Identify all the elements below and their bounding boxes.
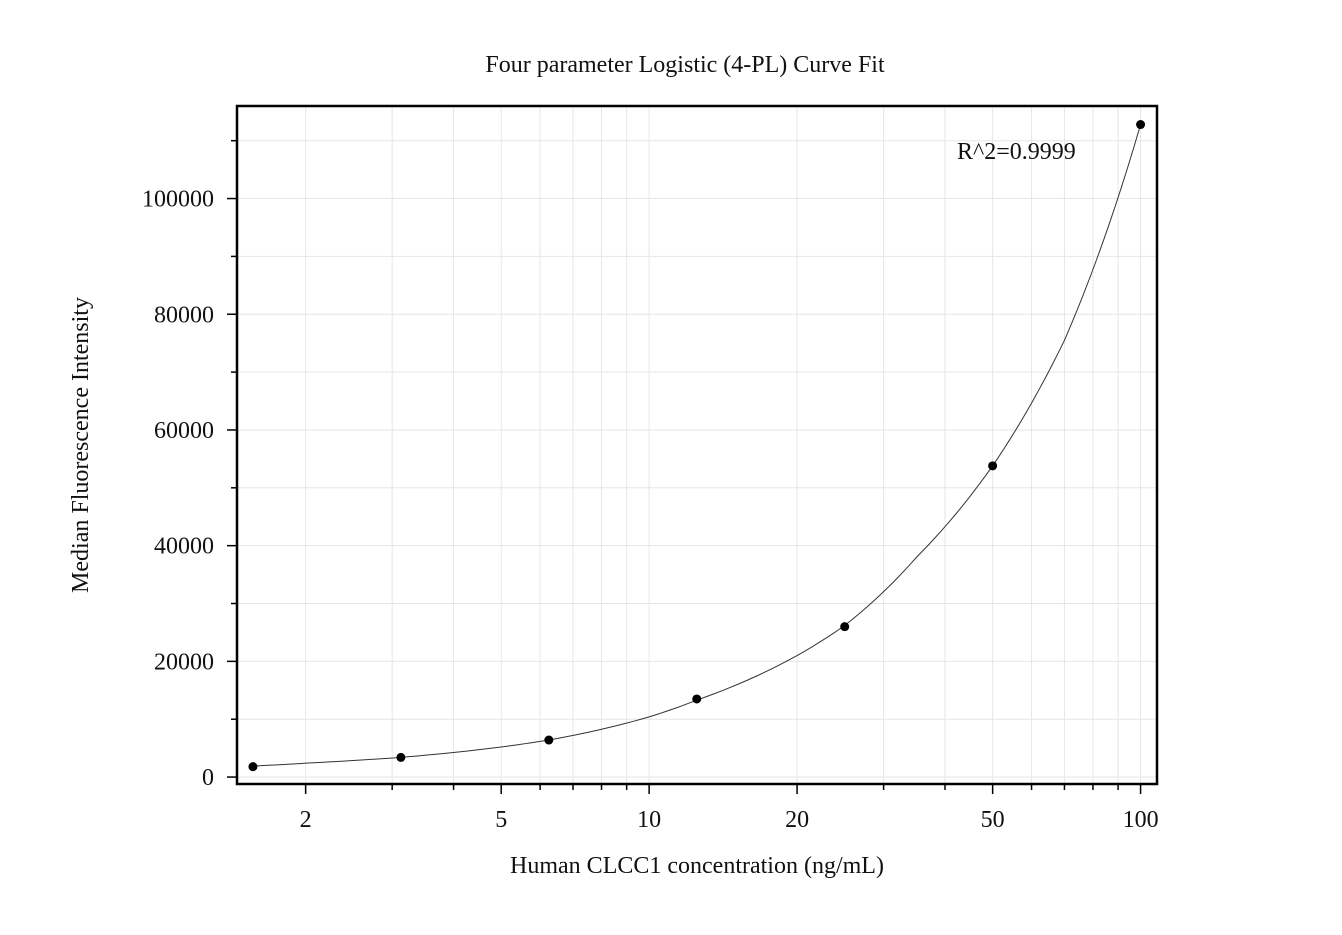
data-point	[248, 762, 258, 772]
fit-curve	[252, 124, 1142, 767]
data-point	[840, 622, 850, 632]
data-point	[988, 461, 998, 471]
x-axis-label: Human CLCC1 concentration (ng/mL)	[510, 853, 884, 879]
data-point	[692, 694, 702, 704]
x-tick-labels: 2 5 10 20 50 100	[300, 807, 1159, 833]
x-tick-label: 100	[1123, 807, 1159, 833]
x-tick-label: 10	[637, 807, 661, 833]
y-tick-label: 80000	[154, 302, 214, 328]
x-tick-label: 5	[495, 807, 507, 833]
data-points	[248, 120, 1146, 772]
y-tick-label: 100000	[142, 187, 214, 213]
y-tick-label: 20000	[154, 649, 214, 675]
y-tick-label: 0	[202, 765, 214, 791]
y-tick-labels: 0 20000 40000 60000 80000 100000	[142, 187, 214, 791]
plot-frame	[235, 104, 1159, 786]
data-point	[544, 735, 554, 745]
axis-ticks	[227, 139, 1142, 794]
r-squared-annotation: R^2=0.9999	[957, 139, 1076, 165]
x-tick-label: 50	[981, 807, 1005, 833]
chart-title: Four parameter Logistic (4-PL) Curve Fit	[485, 52, 885, 78]
y-tick-label: 60000	[154, 418, 214, 444]
y-axis-label: Median Fluorescence Intensity	[68, 297, 94, 593]
data-point	[396, 752, 406, 762]
grid	[237, 106, 1157, 784]
y-tick-label: 40000	[154, 534, 214, 560]
x-tick-label: 2	[300, 807, 312, 833]
data-point	[1136, 120, 1146, 130]
x-tick-label: 20	[785, 807, 809, 833]
